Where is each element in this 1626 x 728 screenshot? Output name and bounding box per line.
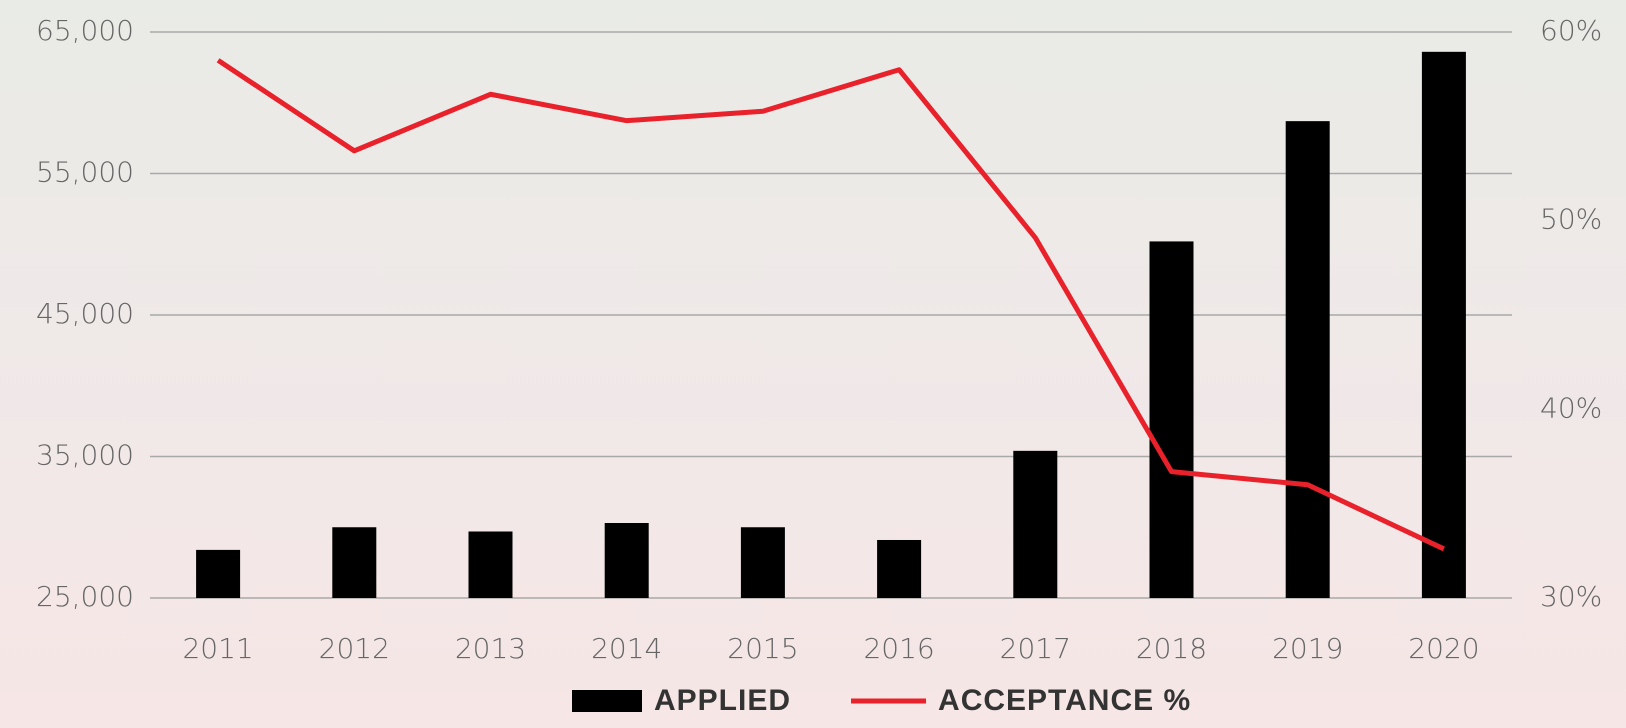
x-tick-label: 2013	[455, 632, 526, 665]
x-tick-label: 2011	[182, 632, 253, 665]
bar	[1150, 241, 1194, 598]
bar	[877, 540, 921, 598]
legend-label: APPLIED	[654, 684, 791, 717]
bar	[605, 523, 649, 598]
bar	[196, 550, 240, 598]
y2-tick-label: 40%	[1540, 391, 1602, 424]
x-tick-label: 2017	[1000, 632, 1071, 665]
y2-tick-label: 30%	[1540, 580, 1602, 613]
bar	[469, 531, 513, 598]
y-tick-label: 55,000	[36, 156, 134, 189]
y-tick-label: 45,000	[36, 297, 134, 330]
x-tick-label: 2015	[727, 632, 798, 665]
y-tick-label: 65,000	[36, 14, 134, 47]
y2-tick-label: 50%	[1540, 203, 1602, 236]
x-tick-label: 2014	[591, 632, 662, 665]
y2-tick-label: 60%	[1540, 14, 1602, 47]
y-tick-label: 25,000	[36, 580, 134, 613]
legend-swatch	[572, 690, 642, 712]
bar	[1286, 121, 1330, 598]
x-tick-label: 2016	[863, 632, 934, 665]
y-tick-label: 35,000	[36, 439, 134, 472]
bar	[1422, 52, 1466, 598]
x-tick-label: 2020	[1408, 632, 1479, 665]
bar	[332, 527, 376, 598]
page: 25,000 35,000 45,000 55,000 65,000 30% 40% 50% 6…	[0, 0, 1626, 728]
bar	[741, 527, 785, 598]
chart: 25,000 35,000 45,000 55,000 65,000 30% 40% 50% 6…	[0, 0, 1626, 728]
bar	[1013, 451, 1057, 598]
background	[0, 0, 1626, 728]
legend-label: ACCEPTANCE %	[938, 684, 1191, 717]
x-tick-label: 2019	[1272, 632, 1343, 665]
x-tick-label: 2018	[1136, 632, 1207, 665]
x-tick-label: 2012	[319, 632, 390, 665]
